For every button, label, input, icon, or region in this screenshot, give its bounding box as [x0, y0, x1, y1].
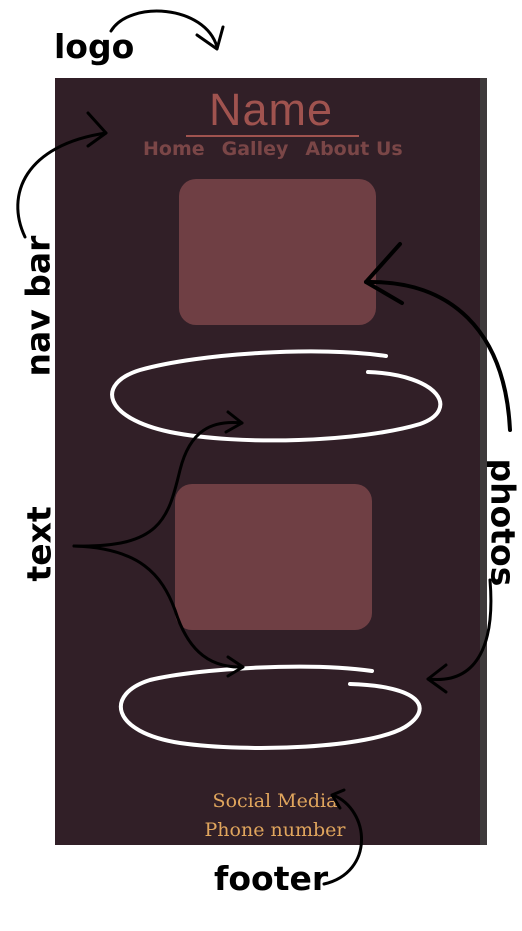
site-logo-name: Name: [208, 84, 334, 135]
annotation-logo: logo: [54, 27, 135, 66]
website-mockup: Name Home Galley About Us Social Media P…: [55, 78, 487, 845]
photo-placeholder-1: [179, 179, 376, 325]
logo-arrow-head: [195, 25, 225, 51]
mockup-edge: [480, 78, 487, 845]
nav-item-about-us[interactable]: About Us: [305, 138, 403, 160]
nav-item-galley[interactable]: Galley: [221, 138, 289, 160]
nav-bar: Home Galley About Us: [143, 138, 403, 160]
footer-phone-number[interactable]: Phone number: [204, 819, 346, 841]
logo-underline: [186, 135, 359, 137]
photo-placeholder-2: [175, 484, 372, 630]
annotation-text: text: [19, 506, 59, 582]
footer-social-media[interactable]: Social Media: [212, 790, 338, 812]
annotation-nav-bar: nav bar: [18, 235, 58, 377]
site-footer: Social Media Phone number: [175, 787, 375, 845]
annotation-photos: photos: [483, 458, 522, 587]
annotation-footer: footer: [214, 859, 329, 898]
nav-item-home[interactable]: Home: [143, 138, 205, 160]
